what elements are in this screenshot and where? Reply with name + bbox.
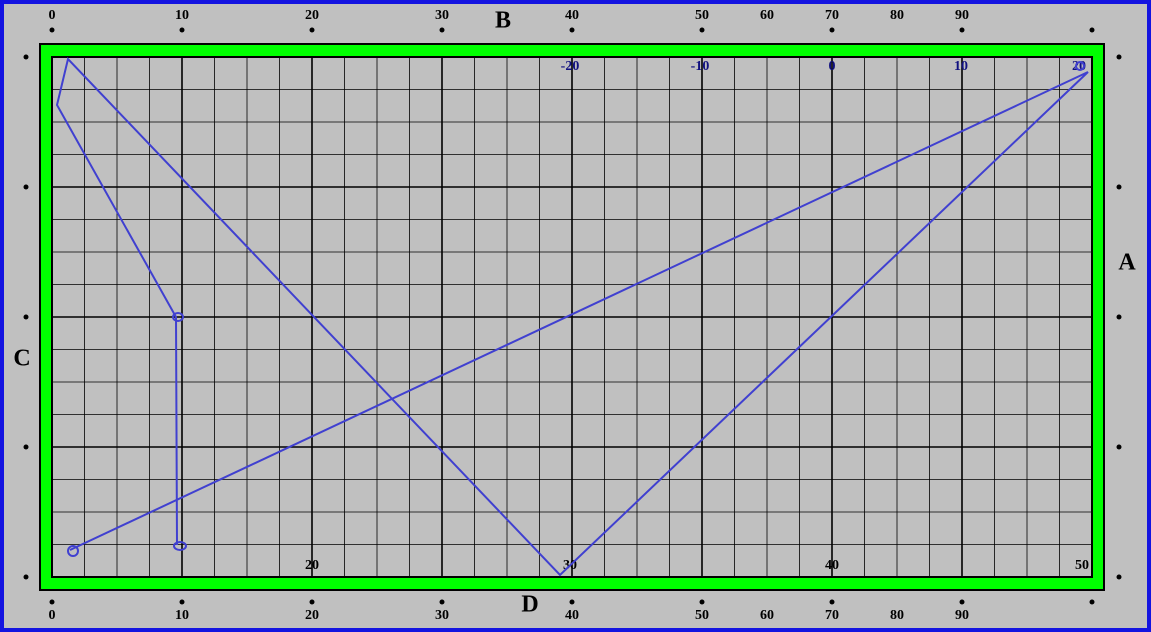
top-ruler-label: 10 bbox=[175, 8, 189, 23]
ruler-dot bbox=[309, 27, 315, 33]
top-ruler-label: 90 bbox=[955, 8, 969, 23]
ruler-dot bbox=[179, 27, 185, 33]
inner-top-label: 0 bbox=[829, 59, 836, 74]
bottom-ruler-label: 20 bbox=[305, 608, 319, 623]
ruler-dot bbox=[1089, 27, 1095, 33]
ruler-dot bbox=[959, 27, 965, 33]
ruler-dot bbox=[1116, 184, 1122, 190]
ruler-dot bbox=[49, 599, 55, 605]
ruler-dot bbox=[309, 599, 315, 605]
letter-b: B bbox=[495, 8, 511, 34]
trace-point bbox=[173, 541, 187, 551]
ruler-dot bbox=[49, 27, 55, 33]
inner-top-label: 10 bbox=[954, 59, 968, 74]
ruler-dot bbox=[1116, 574, 1122, 580]
ruler-dot bbox=[179, 599, 185, 605]
inner-bottom-label: 40 bbox=[825, 558, 839, 573]
bottom-ruler-label: 10 bbox=[175, 608, 189, 623]
top-ruler-label: 0 bbox=[49, 8, 56, 23]
ruler-dot bbox=[439, 599, 445, 605]
letter-d: D bbox=[521, 592, 538, 618]
ruler-dot bbox=[569, 27, 575, 33]
trace-point bbox=[67, 545, 79, 557]
inner-top-label: -20 bbox=[561, 59, 580, 74]
inner-bottom-label: 20 bbox=[305, 558, 319, 573]
letter-c: C bbox=[13, 346, 30, 372]
top-ruler-label: 80 bbox=[890, 8, 904, 23]
ruler-dot bbox=[439, 27, 445, 33]
trace-point bbox=[1075, 61, 1085, 71]
ruler-dot bbox=[23, 54, 29, 60]
letter-a: A bbox=[1118, 250, 1136, 276]
inner-bottom-label: 50 bbox=[1075, 558, 1089, 573]
bottom-ruler-label: 80 bbox=[890, 608, 904, 623]
bottom-ruler-label: 50 bbox=[695, 608, 709, 623]
top-ruler-label: 40 bbox=[565, 8, 579, 23]
top-ruler-label: 30 bbox=[435, 8, 449, 23]
bottom-ruler-label: 0 bbox=[49, 608, 56, 623]
ruler-dot bbox=[699, 27, 705, 33]
trace-point bbox=[172, 312, 184, 322]
ruler-dot bbox=[569, 599, 575, 605]
ruler-dot bbox=[829, 27, 835, 33]
top-ruler-label: 20 bbox=[305, 8, 319, 23]
inner-top-label: -10 bbox=[691, 59, 710, 74]
trace-line bbox=[55, 56, 1089, 577]
top-ruler-label: 60 bbox=[760, 8, 774, 23]
trace bbox=[55, 56, 1089, 577]
top-ruler-label: 70 bbox=[825, 8, 839, 23]
ruler-dot bbox=[1089, 599, 1095, 605]
bottom-ruler-label: 70 bbox=[825, 608, 839, 623]
bottom-ruler-label: 90 bbox=[955, 608, 969, 623]
ruler-dot bbox=[23, 444, 29, 450]
ruler-dot bbox=[23, 574, 29, 580]
ruler-dot bbox=[23, 184, 29, 190]
ruler-dot bbox=[829, 599, 835, 605]
ruler-dot bbox=[1116, 54, 1122, 60]
ruler-dot bbox=[1116, 444, 1122, 450]
top-ruler-label: 50 bbox=[695, 8, 709, 23]
bottom-ruler-label: 30 bbox=[435, 608, 449, 623]
bottom-ruler-label: 60 bbox=[760, 608, 774, 623]
ruler-dot bbox=[699, 599, 705, 605]
ruler-dot bbox=[23, 314, 29, 320]
ruler-dot bbox=[959, 599, 965, 605]
bottom-ruler-label: 40 bbox=[565, 608, 579, 623]
ruler-dot bbox=[1116, 314, 1122, 320]
